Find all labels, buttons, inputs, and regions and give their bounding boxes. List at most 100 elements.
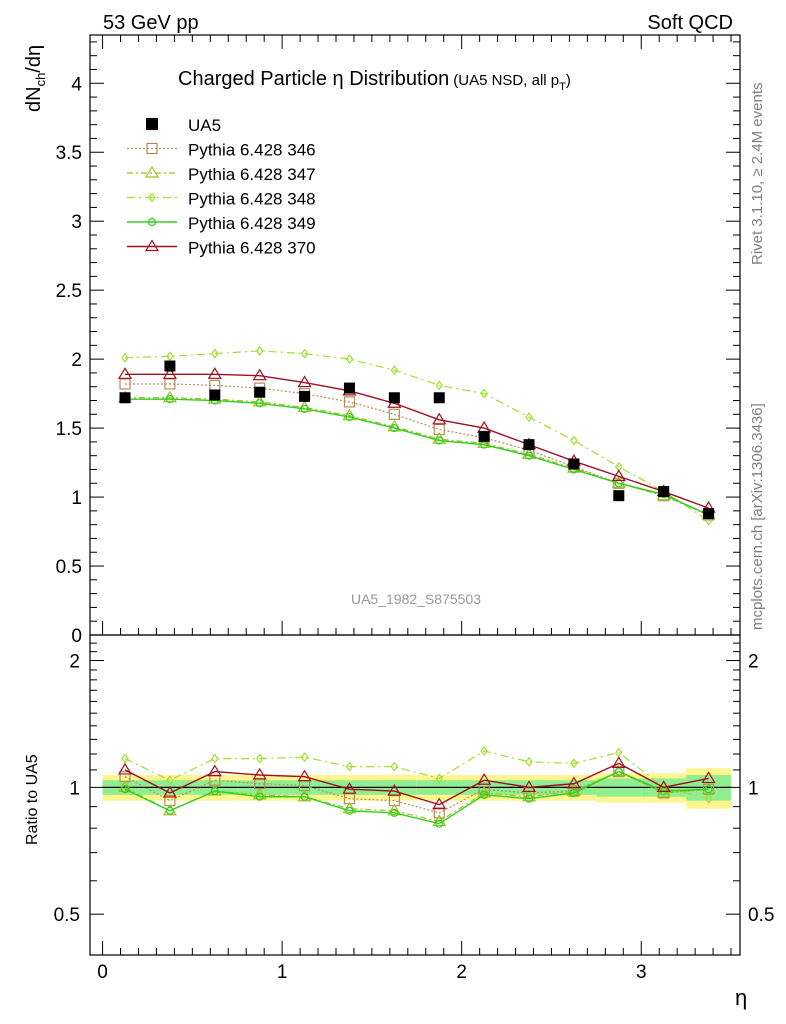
- main-y-tick-label: 1.5: [56, 419, 82, 440]
- ratio-series-point: [521, 789, 537, 802]
- main-series-line: [125, 383, 709, 516]
- main-series-point: [345, 412, 354, 422]
- chart-subtitle: (UA5 NSD, all p: [453, 72, 559, 89]
- ratio-series-point: [255, 753, 264, 764]
- legend-label: Pythia 6.428 349: [188, 214, 316, 233]
- ratio-y-tick-label-right: 0.5: [748, 905, 774, 926]
- ratio-series-point: [477, 785, 492, 798]
- ratio-y-axis-label: Ratio to UA5: [24, 754, 41, 845]
- ratio-series-point: [165, 806, 175, 815]
- ratio-series-point: [162, 785, 177, 798]
- main-series-point: [164, 378, 176, 390]
- ratio-series-point: [569, 788, 579, 798]
- main-series-point: [119, 378, 131, 390]
- ratio-series-point: [524, 794, 534, 803]
- ratio-series-point: [345, 806, 354, 815]
- main-y-tick-label: 2: [71, 350, 82, 371]
- main-y-tick-labels: 0 0.5 1 1.5 2 2.5 3 3.5 4: [56, 74, 83, 647]
- main-series-point: [525, 412, 533, 423]
- main-y-tick-label: 2.5: [56, 281, 82, 302]
- x-tick-label: 2: [456, 962, 467, 983]
- ratio-series-point: [342, 782, 357, 794]
- ratio-series-point: [390, 808, 399, 817]
- ratio-series-point: [435, 819, 444, 828]
- legend-label: Pythia 6.428 348: [188, 190, 316, 209]
- ratio-series-point: [432, 814, 447, 827]
- ratio-series-point: [656, 780, 671, 792]
- ratio-series-point: [566, 776, 581, 789]
- ratio-series-point: [611, 756, 626, 769]
- ratio-ticks: [90, 642, 740, 955]
- ratio-series-point: [387, 783, 402, 796]
- main-series-point: [611, 469, 626, 481]
- ratio-series-point: [433, 807, 445, 819]
- ratio-series-point: [166, 775, 174, 786]
- ratio-series-point: [211, 753, 219, 764]
- main-series-point: [570, 435, 578, 446]
- ua5-data-point: [658, 486, 670, 498]
- header-right: Soft QCD: [647, 12, 733, 34]
- x-tick-label: 0: [97, 962, 108, 983]
- main-series-point: [252, 368, 267, 381]
- main-series-point: [433, 423, 445, 436]
- main-series: [117, 345, 716, 526]
- main-series-point: [435, 380, 443, 391]
- ua5-data-point: [433, 392, 445, 404]
- ratio-series-point: [121, 753, 129, 764]
- ratio-series-point: [432, 797, 447, 810]
- ua5-data-point: [388, 392, 400, 404]
- ua5-data: [119, 360, 715, 520]
- chart-title-main: Charged Particle η Distribution: [178, 68, 449, 90]
- main-y-tick-label: 4: [71, 74, 82, 95]
- main-series-point: [345, 354, 354, 365]
- main-series-line: [125, 373, 709, 509]
- ratio-y-tick-label-right: 2: [748, 652, 759, 673]
- x-tick-label: 1: [277, 962, 288, 983]
- ua5-data-point: [299, 390, 311, 402]
- main-series-point: [614, 479, 623, 488]
- legend-label: Pythia 6.428 346: [188, 141, 316, 160]
- main-series-point: [121, 352, 129, 363]
- ratio-series-point: [255, 792, 264, 801]
- ratio-series-point: [342, 801, 357, 814]
- ratio-series-point: [480, 790, 489, 799]
- ratio-y-tick-label: 0.5: [54, 905, 80, 926]
- main-series-point: [343, 396, 356, 408]
- ua5-data-point: [703, 508, 715, 520]
- main-series-line: [124, 350, 709, 522]
- ratio-series-point: [390, 761, 399, 772]
- chart-subtitle-sub: T: [559, 81, 566, 93]
- legend-ua5-marker: [146, 118, 158, 130]
- main-series-line: [125, 397, 709, 516]
- main-series-point: [211, 348, 219, 359]
- ratio-y-tick-label-right: 1: [748, 778, 759, 799]
- main-ticks: [90, 35, 740, 636]
- ratio-series-point: [162, 803, 177, 816]
- main-series-point: [162, 367, 177, 379]
- legend-marker: [144, 165, 160, 178]
- ratio-y-tick-label: 1: [69, 778, 80, 799]
- ratio-series-point: [117, 762, 133, 775]
- ratio-series-line: [124, 770, 709, 825]
- rivet-label: Rivet 3.1.10, ≥ 2.4M events: [749, 83, 766, 266]
- x-axis-label: η: [735, 985, 747, 1010]
- main-y-tick-label: 0: [71, 626, 82, 647]
- ua5-data-point: [119, 392, 131, 404]
- main-y-tick-label: 1: [71, 488, 82, 509]
- main-y-tick-label: 3: [71, 212, 82, 233]
- legend-ua5-label: UA5: [188, 116, 221, 135]
- main-series-point: [480, 388, 488, 399]
- main-y-tick-label: 3.5: [56, 143, 82, 164]
- legend-marker: [147, 217, 157, 227]
- ratio-series-line: [124, 750, 709, 800]
- legend-label: Pythia 6.428 370: [188, 239, 316, 258]
- main-series-point: [524, 451, 534, 460]
- ratio-series-point: [704, 785, 713, 794]
- ua5-data-point: [478, 430, 490, 442]
- ratio-series-point: [435, 773, 443, 784]
- ratio-series-point: [477, 773, 492, 785]
- ratio-series-point: [300, 752, 309, 763]
- main-series-point: [390, 424, 399, 433]
- main-series-point: [390, 365, 399, 376]
- ratio-panel: 0.5 0.5 1 1 2 2 0 1 2 3 Ratio to UA5 η: [24, 634, 774, 1010]
